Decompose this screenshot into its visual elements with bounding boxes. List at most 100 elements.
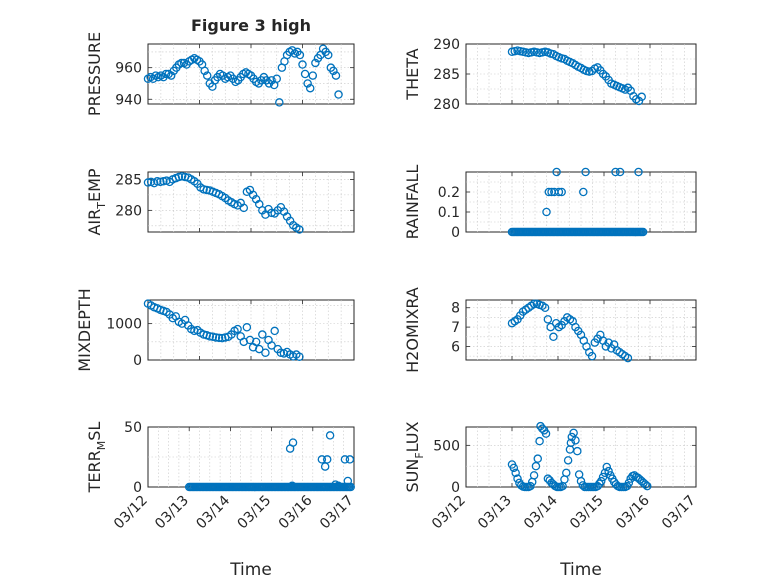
data-point xyxy=(562,468,571,478)
data-point xyxy=(541,429,551,438)
data-point xyxy=(587,351,597,361)
y-tick-label: 280 xyxy=(115,203,142,219)
data-point xyxy=(295,50,305,60)
data-point xyxy=(340,455,350,464)
data-point xyxy=(543,315,553,324)
data-point xyxy=(595,479,604,488)
axes-terr_msl: 0 50 03/12 03/13 03/14 03/15 03/16 03/17 Time TER… xyxy=(85,420,357,580)
data-point xyxy=(526,481,535,491)
y-tick-label: 940 xyxy=(115,92,142,108)
axes-pressure: 940 960 PRESSURE xyxy=(85,32,355,116)
data-point xyxy=(305,83,315,93)
x-tick-label: 03/14 xyxy=(193,492,233,532)
data-point xyxy=(322,455,332,464)
data-point xyxy=(343,476,353,486)
data-point xyxy=(267,341,276,350)
data-point xyxy=(242,323,252,332)
data-point xyxy=(303,79,312,88)
y-tick-label: 0 xyxy=(133,353,142,369)
data-point xyxy=(569,428,578,438)
data-point xyxy=(624,478,634,488)
data-point xyxy=(334,90,343,99)
data-point xyxy=(546,322,555,332)
axes-h2omixra: 6 7 8 H2OMIXRA xyxy=(403,287,697,373)
data-point xyxy=(542,207,551,217)
data-point xyxy=(576,476,586,486)
data-point xyxy=(581,167,590,177)
series-markers xyxy=(507,421,652,492)
x-tick-label: 03/12 xyxy=(429,493,469,533)
data-point xyxy=(540,303,550,312)
y-axis-label: SUNFLUX xyxy=(403,421,426,492)
x-tick-label: 03/13 xyxy=(475,493,515,533)
data-point xyxy=(258,330,267,339)
data-point xyxy=(329,66,338,76)
data-point xyxy=(531,461,541,471)
axes-mixdepth: 0 1000 MIXDEPTH xyxy=(75,288,355,372)
data-point xyxy=(623,353,633,363)
y-tick-label: 0.1 xyxy=(438,205,460,221)
data-point xyxy=(261,348,270,357)
y-axis-label: THETA xyxy=(403,48,422,100)
y-tick-label: 280 xyxy=(433,97,460,113)
data-point xyxy=(177,58,186,68)
series-markers xyxy=(184,431,355,492)
data-point xyxy=(345,455,355,464)
y-tick-label: 960 xyxy=(115,61,142,77)
y-axis-label: MIXDEPTH xyxy=(75,288,94,371)
axes-rainfall: 0 0.1 0.2 RAINFALL xyxy=(403,165,697,241)
data-point xyxy=(239,203,249,213)
data-point xyxy=(214,333,224,343)
y-tick-label: 285 xyxy=(115,172,142,188)
data-point xyxy=(554,187,564,197)
series-markers xyxy=(143,172,304,234)
data-point xyxy=(159,177,168,186)
y-tick-label: 0 xyxy=(451,480,460,496)
data-point xyxy=(533,454,543,463)
x-tick-label: 03/17 xyxy=(659,493,699,533)
data-point xyxy=(288,438,298,447)
data-point xyxy=(143,178,153,187)
axes-theta: 280 285 290 THETA xyxy=(403,37,697,113)
data-point xyxy=(272,74,281,83)
x-tick-label: 03/13 xyxy=(152,493,192,533)
axes-frame xyxy=(465,43,697,105)
data-point xyxy=(202,71,212,80)
axes-frame xyxy=(147,299,355,361)
data-point xyxy=(529,471,539,480)
data-point xyxy=(611,167,620,177)
data-point xyxy=(579,187,588,197)
axes-frame xyxy=(465,299,697,361)
data-point xyxy=(615,167,625,177)
data-point xyxy=(174,172,184,182)
data-point xyxy=(270,326,279,336)
y-tick-label: 0 xyxy=(451,225,460,241)
data-point xyxy=(287,481,297,491)
data-point xyxy=(634,96,644,106)
y-tick-label: 8 xyxy=(451,301,460,317)
y-axis-label: RAINFALL xyxy=(403,165,422,240)
data-point xyxy=(298,60,307,69)
data-point xyxy=(200,66,209,76)
data-point xyxy=(254,344,264,354)
y-axis-label: AIRTEMP xyxy=(85,168,108,235)
y-axis-label: H2OMIXRA xyxy=(403,287,422,373)
axes-sun_flux: 0 500 03/12 03/13 03/14 03/15 03/16 03/17 Time SU… xyxy=(403,421,699,580)
axes-frame xyxy=(465,171,697,233)
figure-title: Figure 3 high xyxy=(191,16,311,35)
data-point xyxy=(300,69,310,79)
data-point xyxy=(641,480,650,489)
data-point xyxy=(544,187,554,197)
data-point xyxy=(634,167,643,177)
y-tick-label: 285 xyxy=(433,67,460,83)
data-point xyxy=(205,332,215,341)
x-tick-label: 03/15 xyxy=(235,493,275,533)
data-point xyxy=(596,476,606,486)
data-point xyxy=(323,50,333,60)
data-point xyxy=(642,481,652,491)
data-point xyxy=(153,177,162,186)
y-tick-label: 7 xyxy=(451,320,460,336)
data-point xyxy=(308,71,318,80)
data-point xyxy=(334,481,343,491)
